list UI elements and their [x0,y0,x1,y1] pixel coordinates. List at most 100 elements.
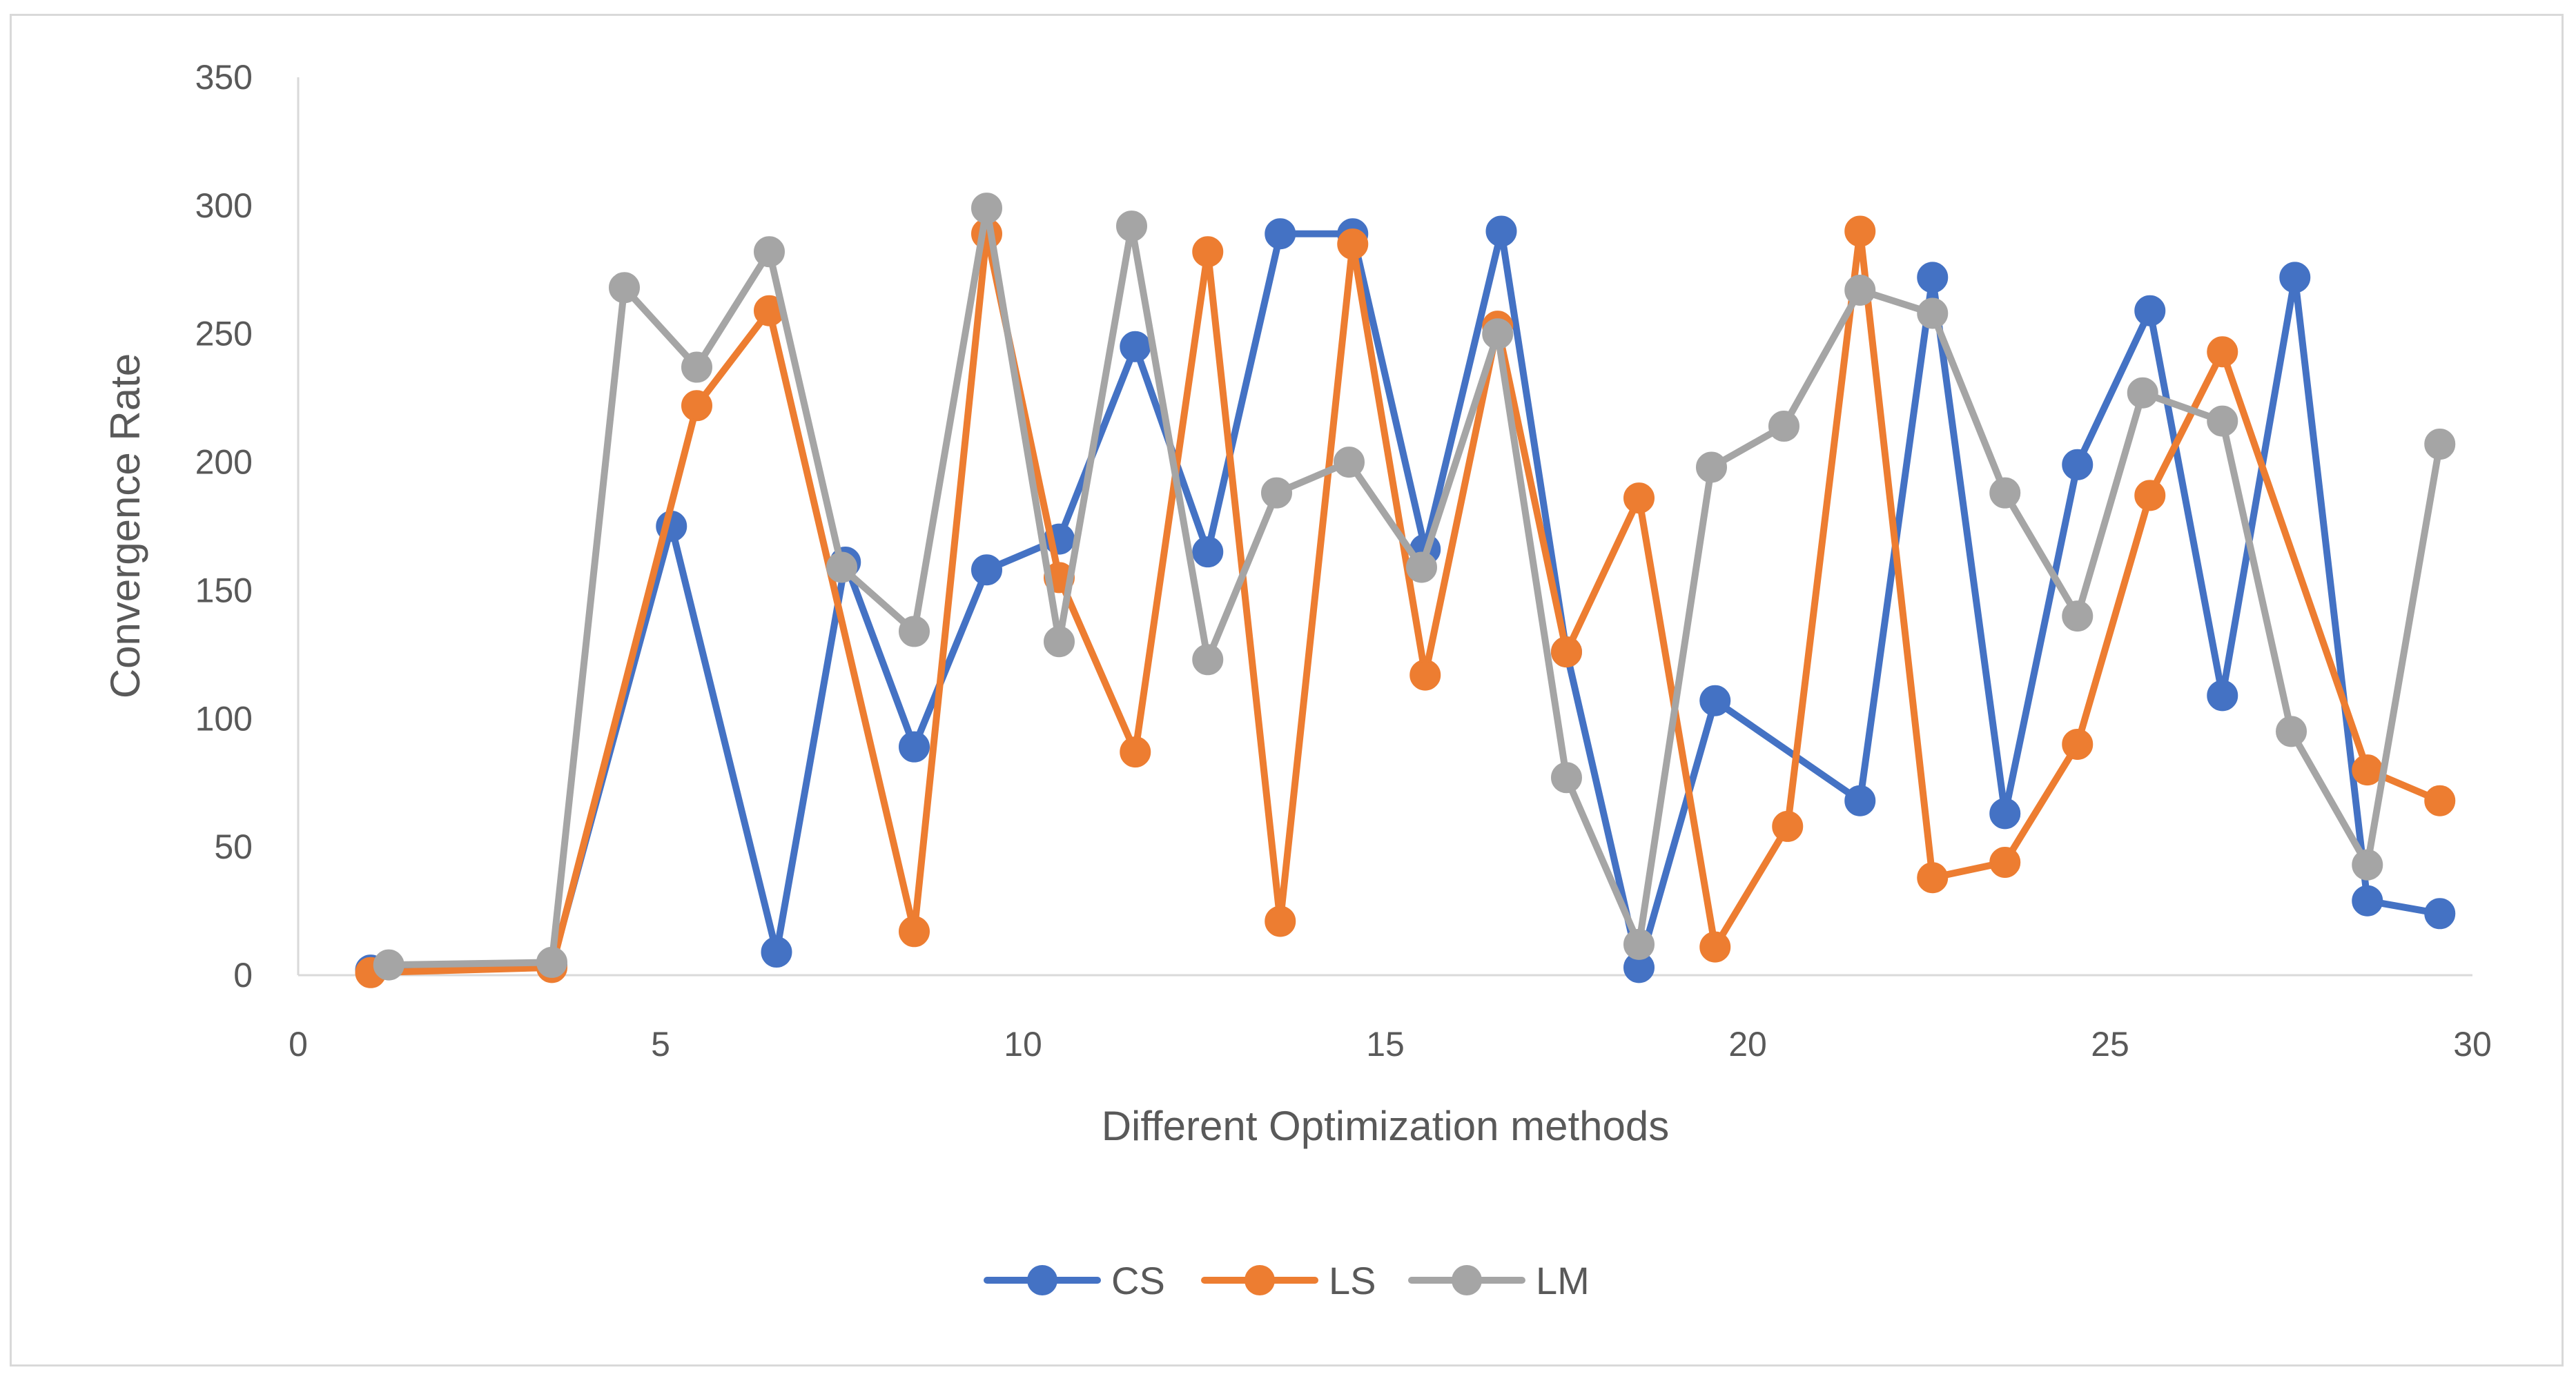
data-point-cs [1120,331,1151,362]
x-tick-labels: 0 5 10 15 20 25 30 [289,1025,2492,1064]
y-tick-label: 250 [195,315,253,353]
y-tick-label: 0 [233,956,253,995]
x-axis-title: Different Optimization methods [1102,1103,1670,1149]
data-point-lm [754,236,785,268]
y-tick-label: 100 [195,699,253,738]
data-point-lm [681,351,712,383]
data-point-ls [1917,862,1949,894]
x-tick-label: 15 [1366,1025,1405,1064]
data-point-lm [2276,716,2307,747]
data-point-lm [2207,405,2238,437]
data-point-lm [971,193,1002,224]
data-point-lm [1696,451,1727,483]
series-line-cs [367,228,2443,974]
data-point-lm [1192,644,1224,676]
series-line-lm [385,204,2443,969]
x-tick-label: 0 [289,1025,308,1064]
y-tick-label: 200 [195,443,253,482]
legend-label-ls: LS [1329,1259,1376,1302]
legend-label-lm: LM [1536,1259,1590,1302]
data-point-ls [1192,236,1224,268]
y-axis-title: Convergence Rate [102,353,148,698]
series-cs [355,215,2456,986]
data-point-ls [1623,482,1655,514]
data-point-cs [1265,218,1296,250]
data-point-cs [1192,536,1224,568]
data-point-lm [373,949,404,981]
series-lm [373,193,2456,981]
data-point-lm [1334,447,1365,478]
data-point-ls [1989,846,2021,878]
data-point-lm [536,946,567,978]
data-point-cs [2279,262,2311,293]
data-point-cs [1917,262,1949,293]
data-point-ls [2062,728,2094,760]
data-point-cs [2207,680,2238,712]
data-point-lm [2352,849,2383,881]
legend-item-lm: LM [1408,1259,1590,1302]
data-point-ls [2134,480,2166,511]
data-point-cs [899,731,930,763]
data-point-lm [1989,477,2021,509]
data-point-lm [2127,377,2158,409]
legend-marker-lm [1452,1265,1482,1295]
data-point-lm [1551,762,1582,794]
data-point-lm [1406,551,1437,583]
data-point-ls [1409,659,1441,691]
data-point-cs [1699,685,1731,716]
legend: CS LS LM [984,1259,1590,1302]
legend-item-ls: LS [1201,1259,1376,1302]
data-point-ls [1337,228,1369,260]
data-point-cs [761,937,792,968]
data-point-ls [1699,931,1731,963]
data-point-ls [1551,636,1582,668]
legend-label-cs: CS [1111,1259,1165,1302]
y-tick-label: 50 [214,827,253,866]
x-tick-label: 25 [2091,1025,2129,1064]
data-point-cs [2352,885,2383,917]
data-point-lm [1844,275,1876,306]
y-tick-labels: 0 50 100 150 200 250 300 350 [195,58,253,995]
legend-item-cs: CS [984,1259,1165,1302]
legend-marker-ls [1245,1265,1275,1295]
data-point-ls [2424,785,2456,816]
data-point-lm [2424,429,2456,460]
data-point-cs [1844,785,1876,816]
series-layer [355,193,2456,988]
data-point-lm [1261,477,1292,509]
data-point-ls [1844,215,1876,247]
data-point-ls [681,390,712,422]
y-tick-label: 300 [195,186,253,225]
axes [297,77,2472,977]
data-point-lm [1768,411,1799,442]
y-tick-label: 150 [195,571,253,609]
data-point-lm [1044,626,1075,658]
data-point-cs [971,554,1002,586]
data-point-ls [1772,810,1804,842]
data-point-ls [1265,905,1296,937]
x-tick-label: 5 [651,1025,670,1064]
data-point-ls [2352,754,2383,786]
data-point-cs [2134,295,2166,326]
data-point-cs [2424,898,2456,930]
data-point-lm [1116,210,1147,242]
x-tick-label: 20 [1728,1025,1767,1064]
x-tick-label: 30 [2453,1025,2492,1064]
data-point-lm [1482,318,1514,350]
legend-marker-cs [1027,1265,1057,1295]
series-line-ls [367,228,2443,977]
data-point-lm [1623,928,1655,960]
x-tick-label: 10 [1004,1025,1042,1064]
data-point-ls [2207,336,2238,368]
data-point-ls [899,916,930,948]
y-tick-label: 350 [195,58,253,97]
data-point-lm [826,551,857,583]
data-point-lm [2062,600,2094,632]
data-point-ls [1120,736,1151,768]
data-point-cs [1485,215,1517,247]
data-point-lm [609,272,640,304]
data-point-cs [2062,449,2094,480]
data-point-cs [1989,798,2021,830]
data-point-lm [899,616,930,647]
